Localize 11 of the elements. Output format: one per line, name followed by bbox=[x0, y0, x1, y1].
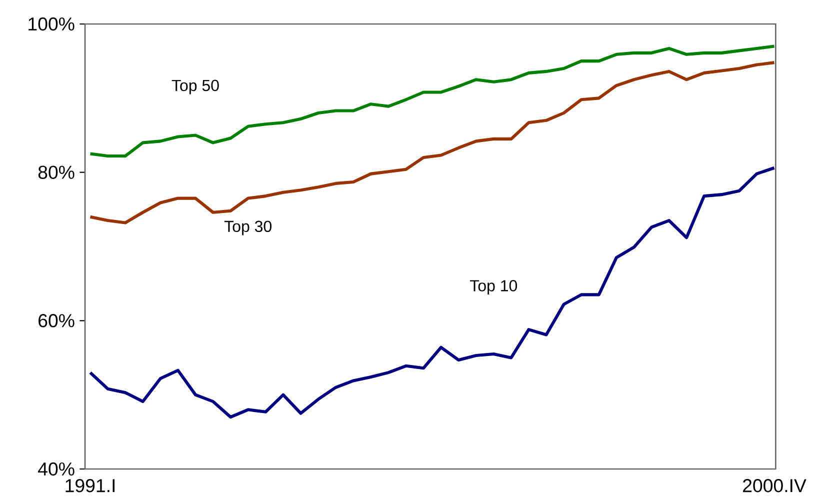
y-tick-label: 40% bbox=[38, 462, 74, 476]
text: Top 10 bbox=[470, 280, 518, 295]
series-label: Top 30 bbox=[224, 220, 272, 236]
line-series bbox=[88, 166, 776, 419]
y-tick-label: 60% bbox=[38, 314, 74, 328]
x-tick-label: 1991.I bbox=[66, 479, 114, 492]
line-series bbox=[88, 44, 776, 158]
y-tick-label: 80% bbox=[38, 166, 74, 179]
y-tick-label: 100% bbox=[28, 17, 74, 31]
text: Top 50 bbox=[172, 80, 219, 94]
x-tick-label: 2000.IV bbox=[743, 479, 806, 492]
